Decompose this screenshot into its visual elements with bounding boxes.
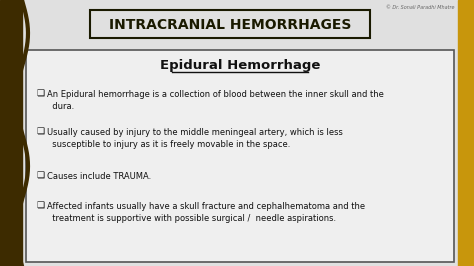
- Text: ❏: ❏: [36, 172, 44, 181]
- Text: Affected infants usually have a skull fracture and cephalhematoma and the
  trea: Affected infants usually have a skull fr…: [47, 202, 365, 223]
- Text: ❏: ❏: [36, 90, 44, 99]
- Text: Usually caused by injury to the middle meningeal artery, which is less
  suscept: Usually caused by injury to the middle m…: [47, 128, 343, 149]
- Text: ❏: ❏: [36, 202, 44, 211]
- FancyBboxPatch shape: [90, 10, 370, 38]
- Text: Epidural Hemorrhage: Epidural Hemorrhage: [160, 59, 320, 72]
- Text: © Dr. Sonali Paradhi Mhatre: © Dr. Sonali Paradhi Mhatre: [386, 5, 455, 10]
- FancyBboxPatch shape: [26, 50, 454, 262]
- Text: ❏: ❏: [36, 128, 44, 137]
- Bar: [0, 0, 22, 266]
- Text: An Epidural hemorrhage is a collection of blood between the inner skull and the
: An Epidural hemorrhage is a collection o…: [47, 90, 384, 111]
- Bar: [458, 0, 474, 266]
- Text: INTRACRANIAL HEMORRHAGES: INTRACRANIAL HEMORRHAGES: [109, 18, 351, 32]
- Text: Causes include TRAUMA.: Causes include TRAUMA.: [47, 172, 151, 181]
